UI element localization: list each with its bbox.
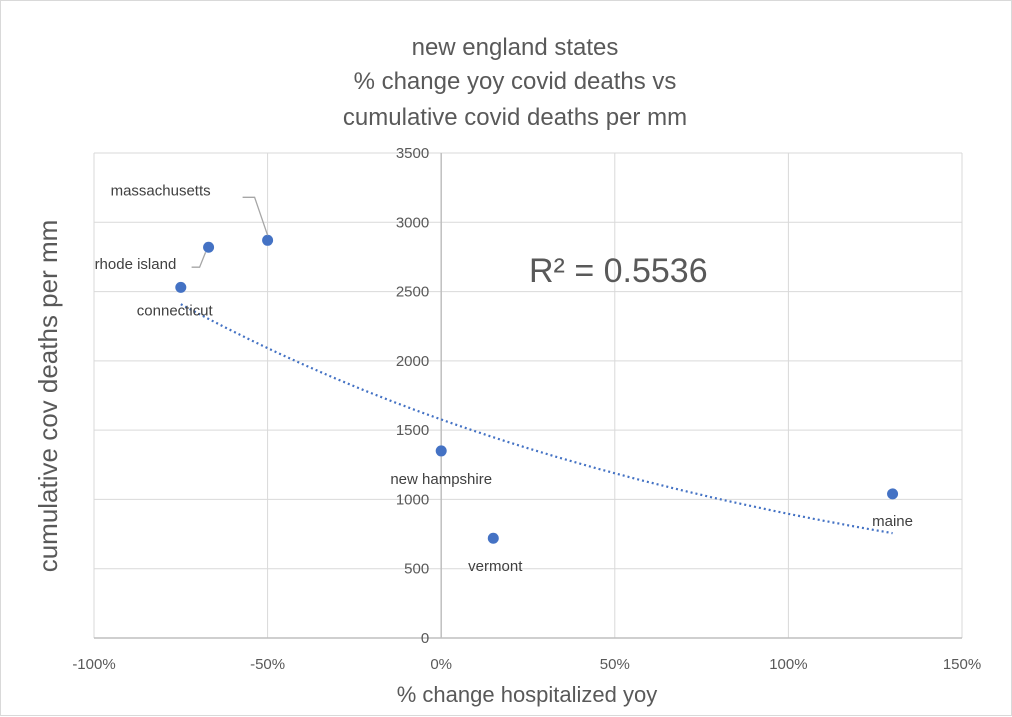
data-point-connecticut	[175, 281, 187, 293]
y-axis-title: cumulative cov deaths per mm	[33, 220, 63, 573]
leader-line	[242, 196, 269, 236]
point-labels: massachusetts rhode island connecticut new …	[95, 182, 913, 575]
y-tick-label: 1500	[396, 422, 429, 439]
y-tick-label: 500	[404, 561, 429, 578]
x-tick-label: 100%	[769, 656, 807, 673]
data-point-new-hampshire	[435, 445, 447, 457]
trendline-group	[180, 303, 893, 535]
data-point-maine	[887, 488, 899, 500]
chart-title-line-1: new england states	[412, 34, 619, 61]
y-tick-label: 1000	[396, 491, 429, 508]
y-tick-label: 3000	[396, 214, 429, 231]
trendline	[180, 303, 893, 535]
point-label-connecticut: connecticut	[137, 302, 214, 319]
x-tick-label: -100%	[72, 656, 115, 673]
r-squared-label: R² = 0.5536	[529, 252, 708, 290]
data-point-vermont	[487, 532, 499, 544]
point-label-new-hampshire: new hampshire	[390, 471, 492, 488]
y-tick-label: 2000	[396, 353, 429, 370]
point-label-maine: maine	[872, 513, 913, 530]
gridlines	[93, 152, 963, 639]
chart-title-line-3: cumulative covid deaths per mm	[343, 104, 687, 131]
point-label-vermont: vermont	[468, 558, 523, 575]
y-tick-label: 2500	[396, 284, 429, 301]
x-axis-title: % change hospitalized yoy	[397, 682, 658, 707]
x-tick-label: 150%	[943, 656, 981, 673]
x-tick-label: 0%	[430, 656, 452, 673]
data-point-massachusetts	[262, 234, 274, 246]
leader-line	[191, 251, 207, 268]
label-leader-lines	[191, 196, 269, 268]
tick-labels: 0 500 1000 1500 2000 2500 3000 3500 -100% -50% 0% 5…	[72, 145, 981, 673]
point-label-massachusetts: massachusetts	[111, 182, 211, 199]
axes	[94, 153, 962, 639]
chart-title-line-2: % change yoy covid deaths vs	[354, 68, 677, 95]
point-label-rhode-island: rhode island	[95, 256, 177, 273]
data-point-rhode-island	[203, 241, 215, 253]
y-tick-label: 3500	[396, 145, 429, 162]
data-points	[175, 234, 899, 544]
x-tick-label: 50%	[600, 656, 630, 673]
y-tick-label: 0	[421, 630, 429, 647]
x-tick-label: -50%	[250, 656, 285, 673]
